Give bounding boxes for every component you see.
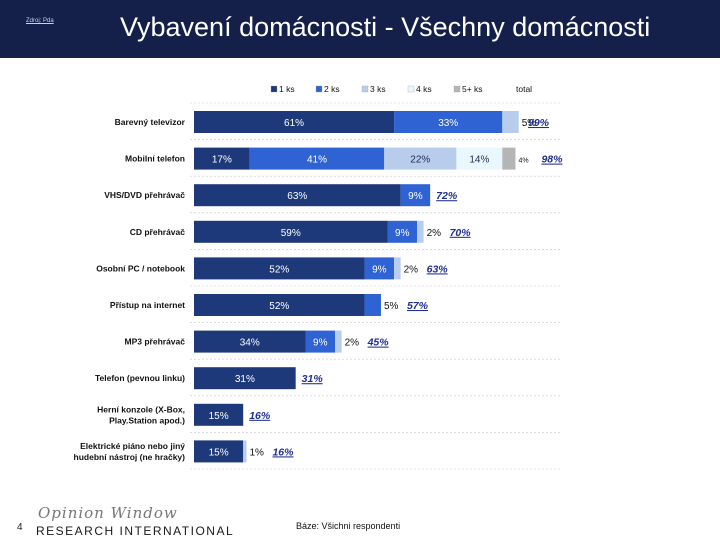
legend-entry-0: 1 ks bbox=[279, 84, 295, 94]
data-label-2-4: 2% bbox=[404, 264, 419, 275]
data-label-1-5: 5% bbox=[384, 301, 399, 312]
data-label-2-6: 2% bbox=[345, 338, 360, 349]
data-label-0-4: 52% bbox=[269, 264, 289, 275]
bar-2-0 bbox=[502, 111, 519, 133]
legend-swatch-3 bbox=[407, 85, 415, 93]
category-label-3: CD přehrávač bbox=[130, 227, 186, 237]
bar-0-2 bbox=[194, 184, 401, 207]
bar-0-5 bbox=[194, 294, 365, 316]
data-label-0-5: 52% bbox=[269, 301, 289, 312]
total-label-3: 70% bbox=[450, 227, 472, 239]
brand-logo-text: RESEARCH INTERNATIONAL bbox=[36, 524, 235, 538]
legend-entry-3: 4 ks bbox=[416, 84, 432, 94]
bar-3-1 bbox=[456, 147, 503, 170]
base-note: Báze: Všichni respondenti bbox=[296, 521, 401, 531]
bar-4-1 bbox=[502, 147, 516, 170]
category-label-9-1: hudební nástroj (ne hračky) bbox=[74, 452, 186, 462]
data-label-0-0: 61% bbox=[284, 118, 304, 129]
data-label-0-3: 59% bbox=[281, 228, 301, 239]
data-label-1-6: 9% bbox=[313, 338, 328, 349]
category-label-6: MP3 přehrávač bbox=[125, 337, 186, 347]
bar-0-1 bbox=[194, 147, 250, 170]
bar-2-6 bbox=[335, 330, 342, 353]
category-label-8-0: Herní konzole (X-Box, bbox=[97, 404, 185, 414]
bar-2-1 bbox=[384, 147, 457, 170]
page-title: Vybavení domácnosti - Všechny domácnosti bbox=[120, 12, 651, 42]
data-label-3-1: 14% bbox=[469, 155, 489, 166]
bar-1-5 bbox=[364, 294, 381, 316]
data-label-0-7: 31% bbox=[235, 374, 255, 385]
data-label-2-0: 5% bbox=[522, 118, 537, 129]
category-label-9-0: Elektrické piáno nebo jiný bbox=[80, 441, 185, 451]
stacked-bar-chart: 1 ks 2 ks 3 ks 4 ks 5+ ks total Barevný televi… bbox=[74, 84, 563, 470]
total-label-5: 57% bbox=[407, 300, 429, 312]
bar-1-3 bbox=[387, 220, 418, 243]
bar-1-1 bbox=[249, 147, 385, 170]
data-label-1-3: 9% bbox=[395, 228, 410, 239]
legend-swatch-2 bbox=[361, 85, 369, 93]
data-label-1-2: 9% bbox=[408, 191, 423, 202]
total-label-8: 16% bbox=[249, 410, 271, 422]
data-label-0-8: 15% bbox=[209, 411, 229, 422]
category-label-5: Přístup na internet bbox=[110, 300, 185, 310]
data-label-0-2: 63% bbox=[287, 191, 307, 202]
category-label-8-1: Play.Station apod.) bbox=[109, 415, 185, 425]
header-bar: Zdroj: Pda Vybavení domácnosti - Všechny… bbox=[0, 0, 720, 58]
legend-entry-5: total bbox=[516, 84, 532, 94]
data-label-1-1: 41% bbox=[307, 155, 327, 166]
bar-2-3 bbox=[417, 220, 424, 243]
category-label-4: Osobní PC / notebook bbox=[96, 263, 185, 273]
bar-2-4 bbox=[394, 257, 401, 280]
total-label-7: 31% bbox=[302, 373, 324, 385]
data-label-0-9: 15% bbox=[209, 447, 229, 458]
bar-2-9 bbox=[243, 440, 247, 463]
data-label-1-4: 9% bbox=[372, 264, 387, 275]
bar-1-6 bbox=[305, 330, 336, 353]
brand-logo-script: Opinion Window bbox=[38, 504, 178, 522]
data-label-2-9: 1% bbox=[249, 447, 264, 458]
legend-swatch-0 bbox=[270, 85, 278, 93]
legend-entry-1: 2 ks bbox=[324, 84, 340, 94]
legend-entry-4: 5+ ks bbox=[462, 84, 483, 94]
bar-0-6 bbox=[194, 330, 306, 353]
total-label-4: 63% bbox=[427, 263, 449, 275]
bar-0-9 bbox=[194, 440, 244, 463]
legend-entry-2: 3 ks bbox=[370, 84, 386, 94]
legend-swatch-1 bbox=[315, 85, 323, 93]
total-label-9: 16% bbox=[272, 446, 294, 458]
category-label-7: Telefon (pevnou linku) bbox=[95, 373, 185, 383]
bar-1-2 bbox=[400, 184, 431, 207]
bar-1-0 bbox=[394, 111, 503, 133]
source-link[interactable]: Zdroj: Pda bbox=[26, 18, 54, 24]
data-label-1-0: 33% bbox=[438, 118, 458, 129]
total-label-1: 98% bbox=[541, 154, 563, 166]
data-label-0-6: 34% bbox=[240, 338, 260, 349]
page-number: 4 bbox=[17, 522, 23, 533]
bar-0-0 bbox=[194, 111, 395, 133]
data-label-4-1: 4% bbox=[518, 158, 528, 165]
data-label-0-1: 17% bbox=[212, 155, 232, 166]
category-label-0: Barevný televizor bbox=[115, 117, 186, 127]
category-label-1: Mobilní telefon bbox=[125, 154, 185, 164]
legend-swatch-4 bbox=[453, 85, 461, 93]
total-label-0: 99% bbox=[528, 117, 550, 129]
bar-0-3 bbox=[194, 220, 388, 243]
bar-1-4 bbox=[364, 257, 395, 280]
bar-0-7 bbox=[194, 367, 296, 390]
category-label-2: VHS/DVD přehrávač bbox=[104, 190, 185, 200]
total-label-2: 72% bbox=[436, 190, 458, 202]
bar-0-4 bbox=[194, 257, 365, 280]
data-label-2-3: 2% bbox=[427, 228, 442, 239]
total-label-6: 45% bbox=[367, 337, 390, 349]
bar-0-8 bbox=[194, 403, 244, 426]
data-label-2-1: 22% bbox=[410, 155, 430, 166]
